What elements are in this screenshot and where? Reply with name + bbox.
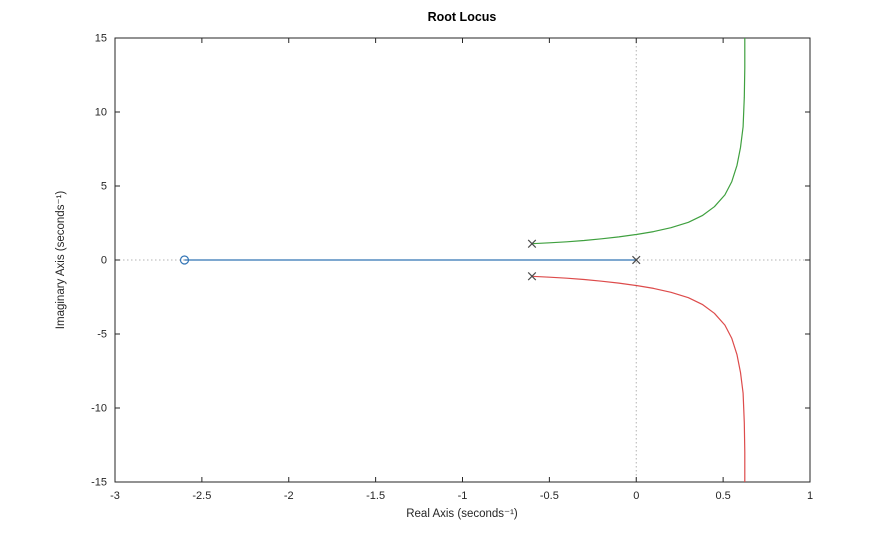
y-tick-label: 10	[95, 107, 107, 119]
x-tick-label: -1	[458, 490, 468, 502]
pole-marker	[632, 255, 641, 265]
pole-marker	[527, 239, 537, 248]
x-tick-label: -1.5	[366, 490, 385, 502]
x-tick-label: -0.5	[540, 490, 559, 502]
y-axis-label: Imaginary Axis (seconds⁻¹)	[55, 190, 67, 330]
x-tick-label: 1	[807, 490, 813, 502]
x-tick-label: -2.5	[192, 490, 211, 502]
x-tick-label: -3	[110, 490, 120, 502]
x-tick-label: 0.5	[715, 490, 730, 502]
zero-marker	[179, 255, 190, 265]
y-tick-label: -10	[91, 403, 107, 415]
x-tick-label: -2	[284, 490, 294, 502]
chart-title: Root Locus	[427, 10, 497, 24]
x-tick-label: 0	[633, 490, 639, 502]
locus-branch-upper-complex	[531, 38, 746, 245]
y-tick-label: -15	[91, 477, 107, 489]
pole-marker	[527, 272, 537, 281]
y-tick-label: 15	[95, 33, 107, 45]
y-tick-label: 5	[101, 181, 107, 193]
y-tick-label: 0	[101, 255, 107, 267]
locus-branch-lower-complex	[531, 275, 746, 482]
y-tick-label: -5	[97, 329, 107, 341]
x-axis-label: Real Axis (seconds⁻¹)	[406, 508, 518, 520]
